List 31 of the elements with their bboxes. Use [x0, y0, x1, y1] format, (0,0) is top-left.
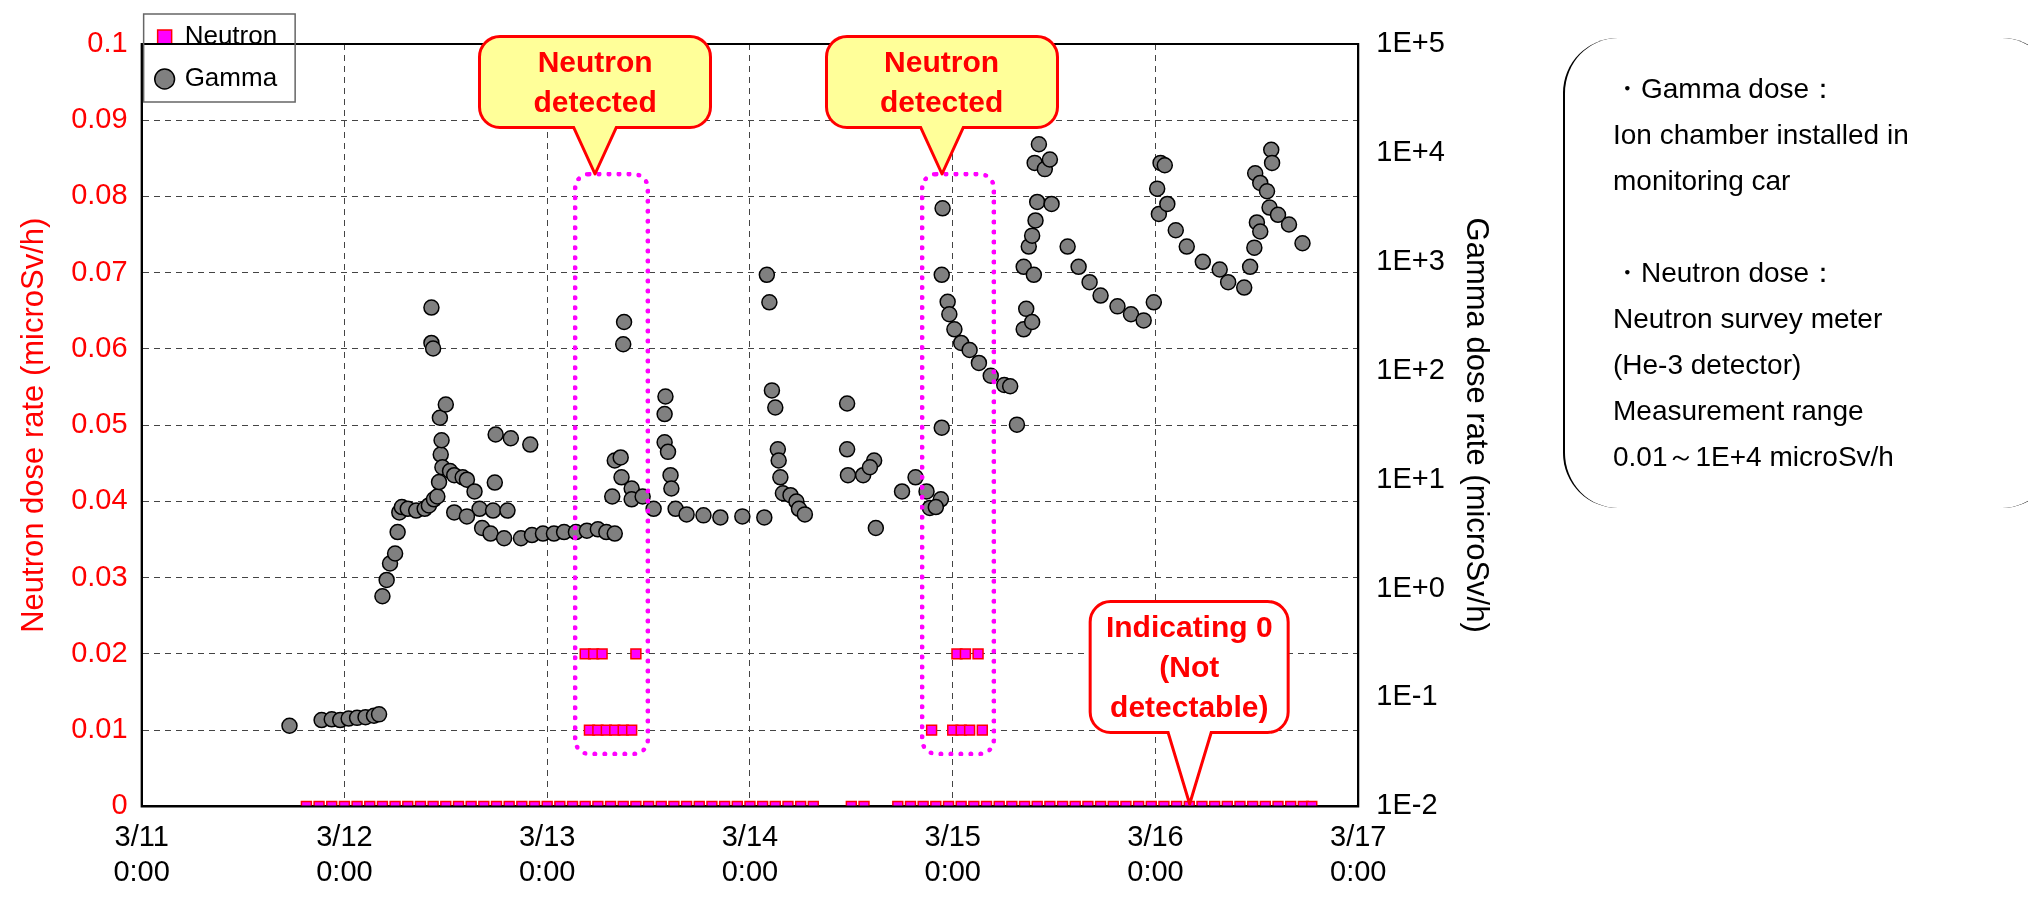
- y2-tick-label: 1E-2: [1376, 788, 1438, 821]
- y-tick-label: 0.09: [71, 102, 128, 135]
- y2-axis-title: Gamma dose rate (microSv/h): [1459, 217, 1495, 633]
- x-tick-label: 3/15 0:00: [924, 819, 981, 887]
- x-tick-label: 3/11 0:00: [113, 819, 170, 887]
- y2-tick-label: 1E+4: [1376, 134, 1445, 167]
- x-tick-label: 3/12 0:00: [316, 819, 373, 887]
- y-tick-label: 0.01: [71, 712, 128, 745]
- y-tick-label: 0.07: [71, 254, 128, 287]
- bracket-frame: ・Gamma dose： Ion chamber installed in monitoring car ・Neutron dose： Neutron survey meter (He-3 detector) Measurement range 0.01～1E+4 microSv/h: [1563, 38, 2028, 508]
- x-tick-label: 3/17 0:00: [1330, 819, 1387, 887]
- y-tick-label: 0.02: [71, 635, 128, 668]
- y2-tick-label: 1E+0: [1376, 570, 1445, 603]
- legend-label: Gamma: [184, 62, 278, 93]
- y-tick-label: 0: [111, 788, 128, 821]
- x-tick-label: 3/16 0:00: [1127, 819, 1184, 887]
- x-tick-label: 3/13 0:00: [518, 819, 576, 887]
- y2-tick-label: 1E+2: [1376, 352, 1445, 385]
- y-tick-label: 0.08: [71, 178, 128, 211]
- y2-tick-label: 1E-1: [1376, 679, 1438, 712]
- x-tick-label: 3/14 0:00: [721, 819, 779, 887]
- y2-tick-label: 1E+1: [1376, 461, 1445, 494]
- y-tick-label: 0.03: [71, 559, 128, 592]
- y-tick-label: 0.06: [71, 330, 128, 363]
- speech-bubble: Indicating 0 (Not detectable): [1088, 600, 1290, 735]
- y-tick-label: 0.05: [71, 407, 128, 440]
- y-tick-label: 0.04: [71, 483, 128, 516]
- y-tick-label: 0.1: [87, 26, 128, 58]
- y-axis-title: Neutron dose rate (microSv/h): [15, 217, 51, 633]
- y2-tick-label: 1E+3: [1376, 243, 1445, 276]
- y2-tick-label: 1E+5: [1376, 26, 1445, 58]
